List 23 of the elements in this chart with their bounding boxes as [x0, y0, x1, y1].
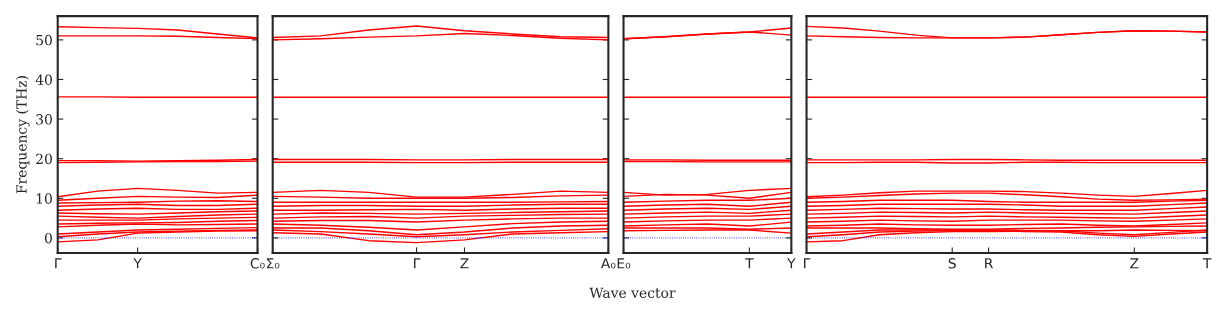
- y-tick-label: 0: [44, 232, 52, 244]
- x-tick-label: Γ: [414, 258, 421, 269]
- x-tick-label: C₀: [250, 258, 265, 269]
- y-tick-label: 10: [36, 193, 52, 204]
- x-tick-label: Y: [787, 258, 796, 269]
- x-tick-label: E₀: [617, 258, 631, 269]
- x-tick-label: Γ: [55, 258, 62, 269]
- y-tick-label: 50: [36, 34, 52, 46]
- x-tick-label: Γ: [804, 258, 811, 269]
- y-axis-title: Frequency (THz): [15, 76, 30, 194]
- x-tick-label: Y: [133, 258, 142, 269]
- x-tick-label: Z: [460, 258, 469, 269]
- x-tick-label: T: [745, 258, 754, 269]
- y-tick-label: 20: [36, 153, 52, 165]
- x-tick-label: T: [1202, 258, 1212, 269]
- x-axis-title: Wave vector: [589, 287, 676, 299]
- x-tick-label: A₀: [600, 258, 616, 269]
- y-tick-label: 40: [35, 74, 52, 85]
- x-tick-label: S: [948, 258, 956, 269]
- x-tick-label: Z: [1130, 258, 1139, 269]
- y-tick-label: 30: [36, 114, 52, 125]
- x-tick-label: R: [985, 258, 994, 269]
- x-tick-label: Σ₀: [266, 258, 280, 269]
